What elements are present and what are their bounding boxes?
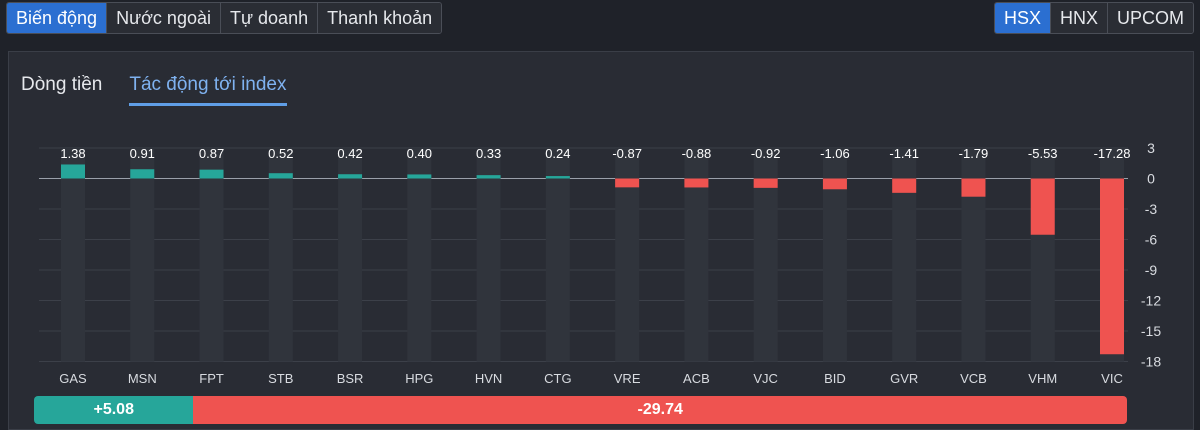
x-tick-label: HVN	[475, 371, 502, 386]
y-tick-label: -6	[1145, 232, 1158, 248]
bar-hpg	[407, 174, 432, 179]
data-label: 0.40	[407, 146, 432, 161]
data-label: 1.38	[60, 146, 85, 161]
x-tick-label: BSR	[337, 371, 364, 386]
data-label: 0.91	[130, 146, 155, 161]
x-tick-label: BID	[824, 371, 846, 386]
tab-bien-dong[interactable]: Biến động	[7, 3, 107, 33]
x-tick-label: ACB	[683, 371, 710, 386]
bar-track	[61, 147, 85, 362]
data-label: -0.87	[612, 146, 642, 161]
bar-track	[407, 147, 432, 362]
data-label: 0.52	[268, 146, 293, 161]
x-tick-label: VHM	[1028, 371, 1057, 386]
x-tick-label: GVR	[890, 371, 918, 386]
bar-track	[268, 147, 293, 362]
bar-fpt	[199, 169, 224, 179]
data-label: -0.92	[751, 146, 781, 161]
tab-hnx[interactable]: HNX	[1049, 3, 1107, 33]
y-tick-label: -18	[1141, 354, 1161, 370]
bar-track	[338, 147, 363, 362]
bar-vic	[1100, 178, 1124, 355]
y-tick-label: -9	[1145, 262, 1158, 278]
exchange-tabs: HSX HNX UPCOM	[993, 2, 1194, 34]
bar-vjc	[753, 178, 778, 188]
x-tick-label: VRE	[614, 371, 641, 386]
y-tick-label: -12	[1141, 293, 1161, 309]
x-tick-label: FPT	[199, 371, 224, 386]
tab-hsx[interactable]: HSX	[994, 3, 1050, 33]
positive-total: +5.08	[34, 396, 194, 424]
data-label: -0.88	[682, 146, 712, 161]
y-tick-label: 0	[1147, 171, 1155, 187]
panel-subtabs: Dòng tiền Tác động tới index	[21, 74, 287, 106]
x-tick-label: STB	[268, 371, 293, 386]
tab-thanh-khoan[interactable]: Thanh khoản	[317, 3, 442, 33]
data-label: 0.42	[337, 146, 362, 161]
bar-bid	[822, 178, 847, 190]
data-label: -1.79	[959, 146, 989, 161]
data-label: -5.53	[1028, 146, 1058, 161]
data-label: -1.06	[820, 146, 850, 161]
tab-nuoc-ngoai[interactable]: Nước ngoài	[106, 3, 220, 33]
x-tick-label: GAS	[59, 371, 87, 386]
bar-hvn	[476, 175, 501, 179]
category-tabs: Biến động Nước ngoài Tự doanh Thanh khoả…	[6, 2, 443, 34]
x-tick-label: VCB	[960, 371, 987, 386]
bar-track	[476, 147, 501, 362]
x-tick-label: VJC	[753, 371, 778, 386]
bar-bsr	[338, 174, 363, 179]
x-tick-label: MSN	[128, 371, 157, 386]
bar-vcb	[961, 178, 986, 197]
bar-msn	[130, 169, 155, 179]
tab-tu-doanh[interactable]: Tự doanh	[219, 3, 318, 33]
bar-stb	[268, 173, 293, 179]
y-tick-label: -15	[1141, 323, 1161, 339]
bar-gas	[61, 164, 85, 179]
bar-acb	[684, 178, 709, 188]
tab-upcom[interactable]: UPCOM	[1107, 3, 1193, 33]
bar-vre	[615, 178, 640, 188]
y-tick-label: -3	[1145, 201, 1158, 217]
bar-track	[199, 147, 224, 362]
bar-track	[545, 147, 570, 362]
x-tick-label: CTG	[544, 371, 571, 386]
bar-track	[130, 147, 155, 362]
bar-gvr	[892, 178, 917, 193]
data-label: -1.41	[889, 146, 919, 161]
subtab-dong-tien[interactable]: Dòng tiền	[21, 74, 103, 95]
data-label: 0.87	[199, 146, 224, 161]
x-tick-label: HPG	[405, 371, 433, 386]
data-label: -17.28	[1094, 146, 1131, 161]
summary-bar: +5.08 -29.74	[34, 396, 1127, 424]
data-label: 0.33	[476, 146, 501, 161]
subtab-tac-dong-index[interactable]: Tác động tới index	[129, 74, 287, 106]
bar-ctg	[545, 176, 570, 179]
bar-vhm	[1030, 178, 1055, 235]
x-tick-label: VIC	[1101, 371, 1123, 386]
data-label: 0.24	[545, 146, 570, 161]
negative-total: -29.74	[193, 396, 1127, 424]
y-tick-label: 3	[1147, 140, 1155, 156]
